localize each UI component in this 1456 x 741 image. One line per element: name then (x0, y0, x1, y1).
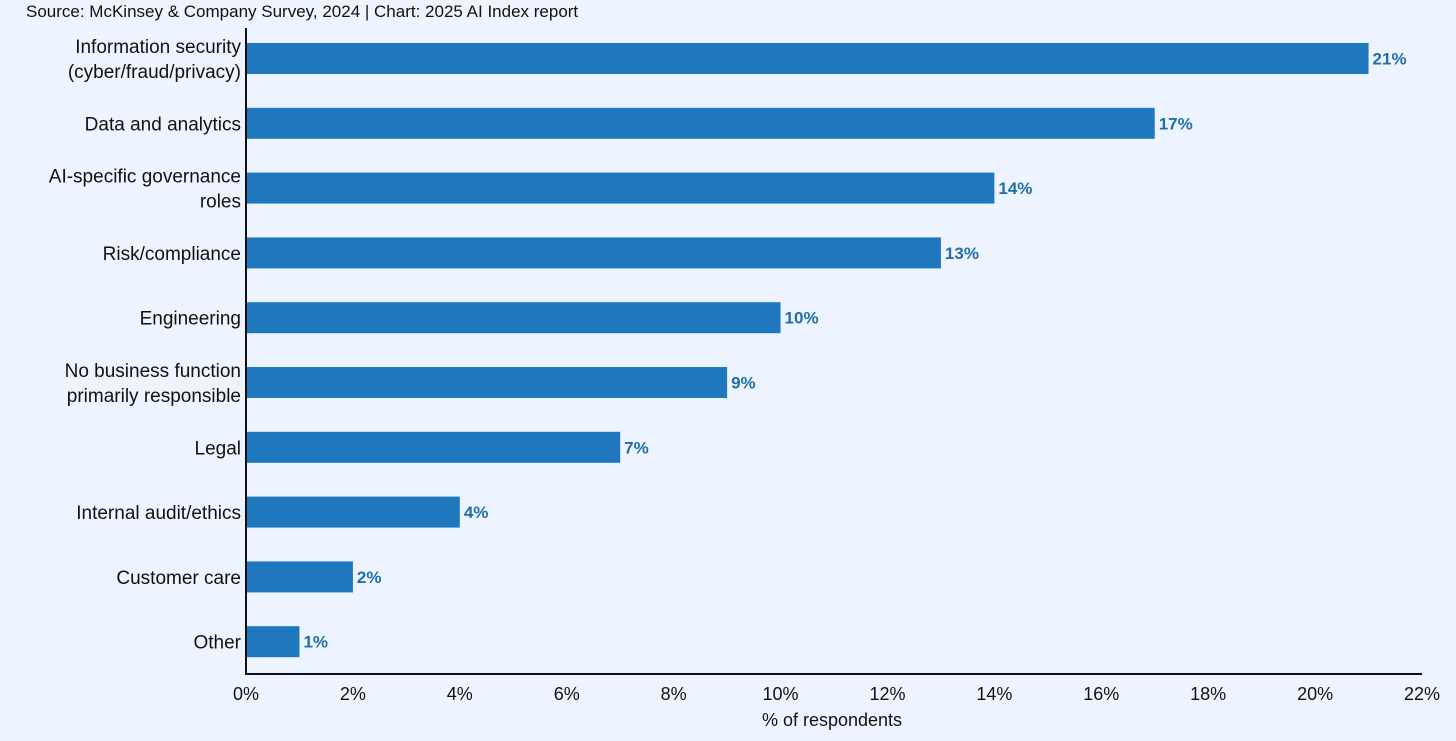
x-tick-label: 14% (976, 684, 1012, 704)
category-label: Customer care (116, 568, 241, 589)
bar-value-label: 17% (1159, 114, 1193, 133)
category-label: AI-specific governance roles (49, 167, 241, 213)
category-label: Legal (195, 438, 242, 459)
bar-value-label: 21% (1373, 50, 1407, 69)
source-note: Source: McKinsey & Company Survey, 2024 … (26, 2, 579, 21)
x-tick-label: 20% (1297, 684, 1333, 704)
bar-value-label: 2% (357, 568, 382, 587)
bar-value-label: 14% (998, 179, 1032, 198)
bars-layer (246, 43, 1369, 658)
bar (246, 496, 460, 528)
x-tick-label: 18% (1190, 684, 1226, 704)
x-tick-label: 4% (447, 684, 473, 704)
bar-value-label: 7% (624, 438, 649, 457)
x-axis-title: % of respondents (762, 710, 902, 730)
category-label: Other (193, 633, 241, 654)
category-label: Internal audit/ethics (76, 503, 241, 524)
axes-layer (245, 28, 1422, 675)
bar (246, 302, 781, 334)
bar (246, 237, 941, 269)
labels-layer: 21% Information security (cyber/fraud/priv… (49, 37, 1407, 654)
x-tick-label: 2% (340, 684, 366, 704)
bar (246, 367, 728, 398)
x-tick-label: 22% (1404, 684, 1440, 704)
category-label: No business function primarily responsibl… (65, 361, 241, 407)
bar (246, 43, 1369, 74)
category-label: Information security (cyber/fraud/privacy… (68, 37, 242, 83)
bar (246, 626, 300, 658)
bar (246, 172, 995, 204)
bar-value-label: 1% (303, 633, 328, 652)
x-tick-label: 12% (869, 684, 905, 704)
x-tick-label: 6% (554, 684, 580, 704)
bar (246, 431, 621, 463)
bar-value-label: 10% (785, 309, 819, 328)
bar-value-label: 13% (945, 244, 979, 263)
bar (246, 561, 353, 593)
x-ticks-layer: 0% 2% 4% 6% 8% 10% 12% 14% 16% 18% 20% 22% (233, 684, 1440, 704)
x-tick-label: 0% (233, 684, 259, 704)
bar-value-label: 4% (464, 503, 489, 522)
x-tick-label: 8% (661, 684, 687, 704)
category-label: Risk/compliance (103, 244, 241, 265)
x-tick-label: 16% (1083, 684, 1119, 704)
category-label: Engineering (140, 309, 241, 330)
category-label: Data and analytics (85, 114, 241, 135)
x-tick-label: 10% (763, 684, 799, 704)
bar (246, 107, 1155, 139)
bar-value-label: 9% (731, 374, 756, 393)
